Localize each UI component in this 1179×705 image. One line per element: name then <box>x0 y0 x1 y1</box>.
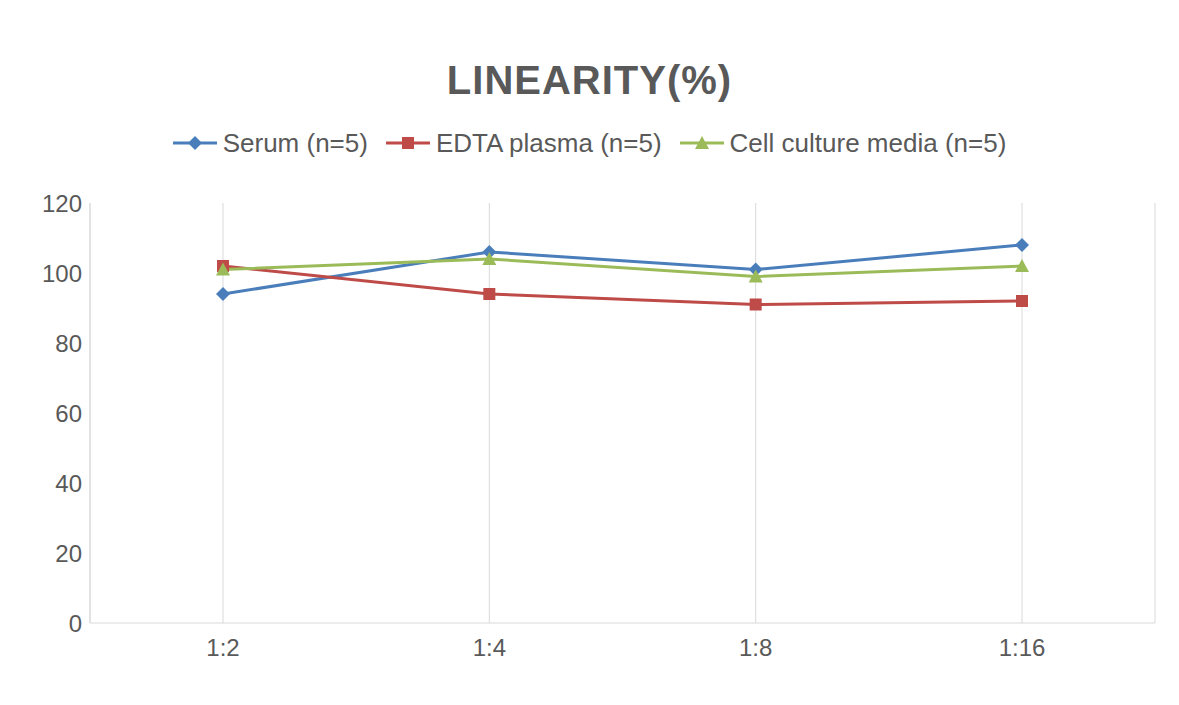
svg-text:0: 0 <box>69 610 82 637</box>
html-text:LINEARITY(%): LINEARITY(%) <box>446 58 733 102</box>
html-text:Cell culture media (n=5): Cell culture media (n=5) <box>729 127 1007 158</box>
svg-text:1:2: 1:2 <box>206 634 239 661</box>
html-text:Serum (n=5): Serum (n=5) <box>222 127 368 158</box>
svg-text:1:8: 1:8 <box>739 634 772 661</box>
svg-text:1:16: 1:16 <box>999 634 1046 661</box>
svg-text:80: 80 <box>55 330 82 357</box>
svg-text:1:4: 1:4 <box>473 634 506 661</box>
svg-text:120: 120 <box>42 190 82 217</box>
svg-text:60: 60 <box>55 400 82 427</box>
svg-text:40: 40 <box>55 470 82 497</box>
svg-text:100: 100 <box>42 260 82 287</box>
svg-text:20: 20 <box>55 540 82 567</box>
html-text:EDTA plasma (n=5): EDTA plasma (n=5) <box>435 127 662 158</box>
